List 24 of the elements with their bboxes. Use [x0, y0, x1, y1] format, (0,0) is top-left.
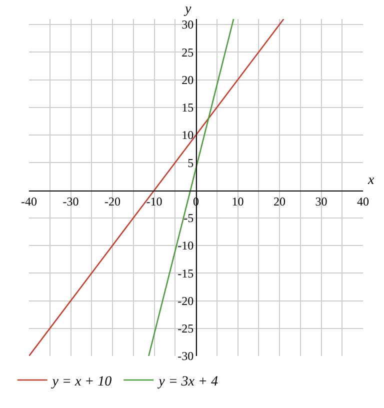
- y-tick-label: 10: [182, 128, 194, 142]
- y-tick-label: 20: [182, 72, 194, 87]
- legend-label: y = x + 10: [50, 374, 112, 390]
- x-tick-label: 10: [232, 194, 244, 209]
- x-tick-label: -30: [62, 194, 79, 209]
- y-tick-label: -10: [178, 238, 194, 253]
- y-tick-label: -15: [178, 266, 194, 280]
- x-tick-label: -40: [21, 194, 37, 209]
- x-tick-label: -20: [104, 194, 120, 209]
- y-tick-label: 15: [182, 100, 194, 115]
- y-axis-title: y: [183, 2, 192, 17]
- x-axis-title: x: [367, 173, 375, 188]
- y-tick-label: -30: [178, 349, 194, 364]
- x-tick-label: 20: [274, 194, 286, 209]
- y-tick-label: 25: [182, 45, 194, 60]
- y-tick-label: -25: [178, 322, 194, 336]
- x-tick-label: 30: [315, 194, 328, 209]
- y-tick-label: -5: [184, 211, 194, 226]
- legend-label: y = 3x + 4: [156, 374, 218, 390]
- x-tick-label: -10: [146, 194, 162, 209]
- x-tick-label: 40: [357, 194, 369, 209]
- y-tick-label: -20: [178, 294, 194, 308]
- y-tick-label: 5: [188, 156, 194, 170]
- y-tick-label: 30: [182, 18, 194, 32]
